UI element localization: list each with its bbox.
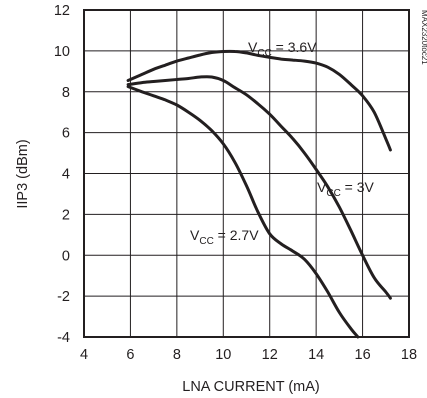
grid-lines <box>84 10 409 337</box>
figure-id-watermark: MAX2320toc21 <box>420 10 427 65</box>
plot-frame <box>83 9 410 338</box>
y-tick-label: -4 <box>57 330 70 346</box>
series-label-vcc-2-7v: VCC = 2.7V <box>190 227 259 247</box>
x-tick-label: 14 <box>308 347 324 363</box>
series-label-vcc-3v: VCC = 3V <box>317 179 375 199</box>
x-tick-label: 16 <box>355 347 371 363</box>
y-tick-label: 10 <box>54 44 70 60</box>
x-tick-label: 8 <box>173 347 181 363</box>
x-tick-label: 10 <box>215 347 231 363</box>
series-line-vcc-3v <box>126 75 392 300</box>
y-axis-title: IIP3 (dBm) <box>15 139 31 208</box>
x-tick-label: 4 <box>80 347 88 363</box>
y-tick-label: -2 <box>57 289 70 305</box>
y-tick-label: 12 <box>54 3 70 19</box>
y-tick-label: 2 <box>62 207 70 223</box>
x-axis-title: LNA CURRENT (mA) <box>182 379 320 395</box>
series-label-vcc-3-6v: VCC = 3.6V <box>248 39 317 59</box>
series-line-vcc-3-6v <box>126 49 392 152</box>
x-tick-label: 12 <box>262 347 278 363</box>
tick-labels: 4 6 8 10 12 14 16 18 12 10 8 6 4 2 0 -2 -4 <box>54 3 417 363</box>
series-lines <box>126 49 392 339</box>
y-tick-label: 6 <box>62 126 70 142</box>
y-tick-label: 4 <box>62 167 70 183</box>
y-tick-label: 0 <box>62 248 70 264</box>
series-line-vcc-2-7v <box>126 85 360 339</box>
x-tick-label: 6 <box>126 347 134 363</box>
x-tick-label: 18 <box>401 347 417 363</box>
y-tick-label: 8 <box>62 85 70 101</box>
